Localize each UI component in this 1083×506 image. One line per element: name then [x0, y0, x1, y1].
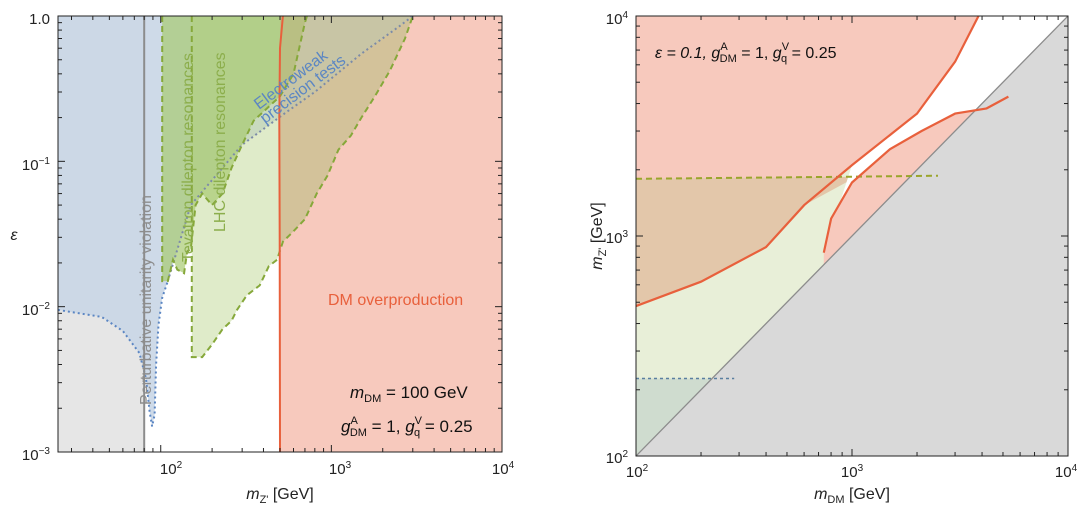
- boundary-dilepton: [636, 174, 939, 180]
- left-y-tick-3: 10−1: [22, 156, 51, 174]
- left-y-tick-2: 10−2: [22, 301, 51, 319]
- region-overlap: [280, 16, 413, 242]
- left-y-tick-4: 1.0: [29, 11, 50, 28]
- region-electroweak-precision: [58, 16, 413, 427]
- boundary-electroweak-upper: [166, 16, 414, 282]
- right-plot: 102 103 104 102 103 104 mDM [GeV] mZ' [G…: [589, 10, 1078, 506]
- label-lhc: LHC dilepton resonances: [212, 52, 229, 232]
- right-x-tick-3: 104: [1055, 463, 1078, 481]
- right-y-axis-label: mZ' [GeV]: [589, 202, 609, 270]
- left-x-tick-1: 102: [160, 460, 183, 478]
- region-tevatron-dilepton: [162, 16, 307, 282]
- label-dm-overproduction: DM overproduction: [328, 292, 463, 309]
- boundary-dm-overproduction-inner: [822, 95, 1009, 253]
- boundary-electroweak-precision: [58, 280, 169, 427]
- region-overlap: [636, 176, 857, 307]
- left-x-axis-label: mZ' [GeV]: [246, 486, 314, 506]
- left-ticks: [58, 15, 503, 453]
- line-diagonal: [636, 16, 1068, 456]
- boundary-lhc: [190, 16, 414, 359]
- boundary-dm-overproduction: [636, 16, 980, 308]
- boundary-dm-overproduction: [278, 16, 284, 452]
- label-tevatron: Tevatron dilepton resonances: [180, 53, 197, 262]
- left-params-line-1: mDM = 100 GeV: [350, 383, 468, 405]
- left-x-tick-3: 104: [492, 460, 515, 478]
- region-allowed: [823, 16, 1068, 253]
- left-plot: 102 103 104 10−3 10−2 10−1 1.0 mZ' [GeV]…: [10, 11, 514, 506]
- right-params-text: ε = 0.1, gA DM = 1, gV q = 0.25: [655, 41, 837, 65]
- right-x-axis-label: mDM [GeV]: [814, 486, 890, 506]
- right-y-tick-3: 104: [606, 10, 629, 28]
- left-params-line-2: gA DM = 1, gV q = 0.25: [341, 415, 473, 439]
- right-x-tick-1: 102: [626, 463, 649, 481]
- right-y-tick-2: 103: [606, 229, 629, 247]
- right-ticks: [635, 15, 1069, 457]
- label-perturbative-unitarity: Perturbative unitarity violation: [138, 195, 155, 405]
- right-y-tick-1: 102: [606, 449, 629, 467]
- right-x-tick-2: 103: [841, 463, 864, 481]
- left-y-tick-1: 10−3: [22, 446, 51, 464]
- left-x-tick-2: 103: [329, 460, 352, 478]
- left-y-axis-label: ε: [10, 227, 18, 244]
- boundary-tevatron: [161, 16, 308, 283]
